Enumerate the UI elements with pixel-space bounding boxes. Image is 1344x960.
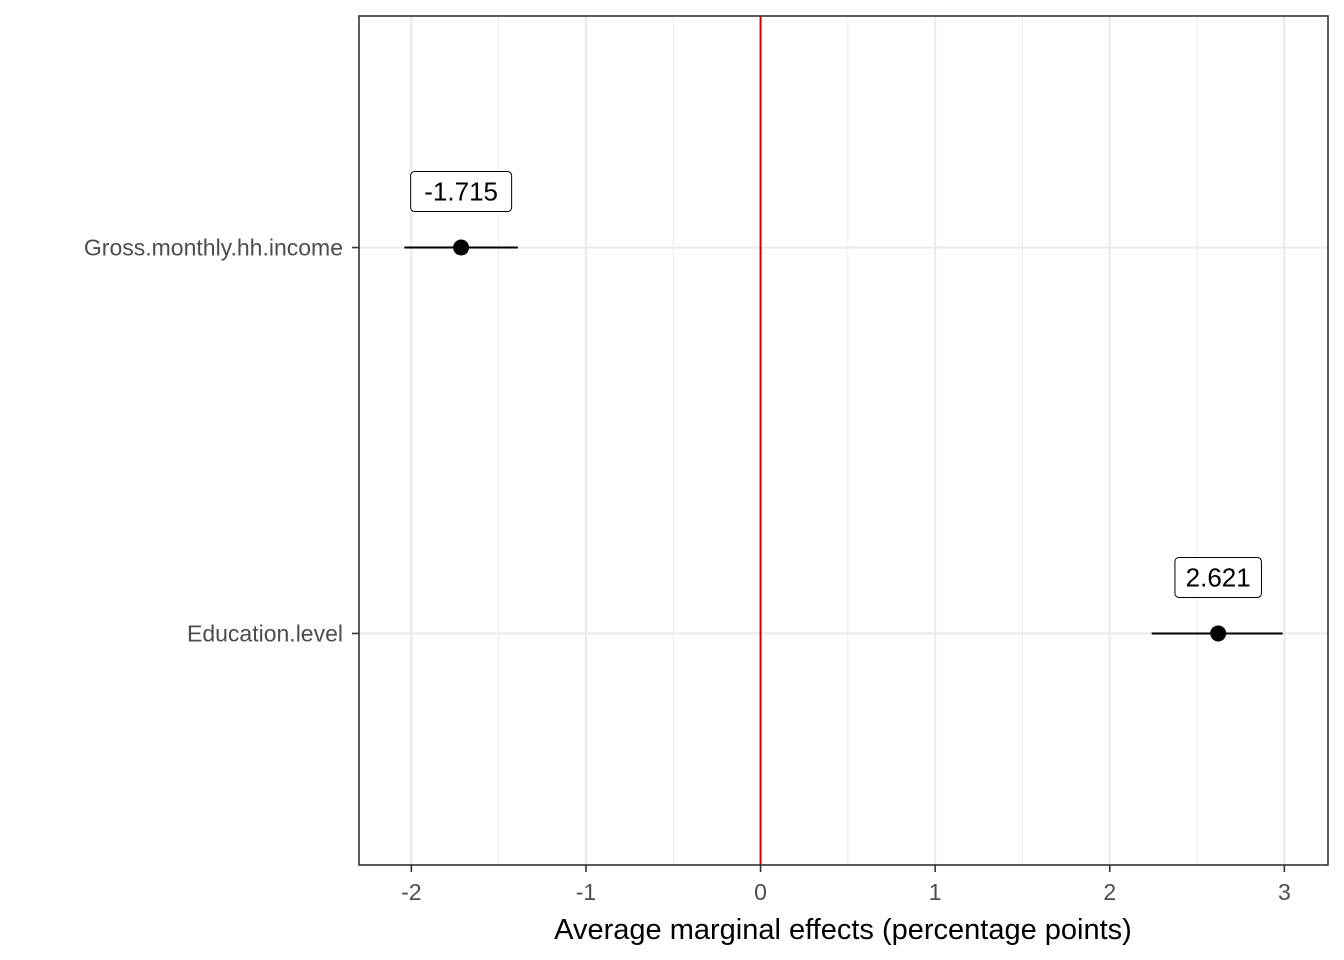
panel-border xyxy=(358,15,1329,866)
x-tick-label: -2 xyxy=(401,879,421,905)
estimate-point xyxy=(453,239,470,256)
x-tick-label: 2 xyxy=(1103,879,1116,905)
estimate-point xyxy=(1210,625,1227,642)
data-label-box xyxy=(410,171,513,213)
axes: -2 -1 0 1 2 3 Gross.monthly.hh.income Education… xyxy=(84,235,1291,905)
x-axis-title: Average marginal effects (percentage poi… xyxy=(554,914,1132,946)
grid-lines xyxy=(359,16,1328,865)
data-marks: -1.715 2.621 xyxy=(404,171,1283,642)
x-tick-label: 0 xyxy=(754,879,767,905)
data-label: -1.715 xyxy=(424,177,498,207)
data-label-box xyxy=(1174,556,1262,598)
data-label: 2.621 xyxy=(1186,562,1251,592)
y-tick-label: Education.level xyxy=(187,620,343,646)
x-tick-label: 1 xyxy=(929,879,942,905)
x-tick-label: 3 xyxy=(1278,879,1291,905)
x-tick-label: -1 xyxy=(576,879,596,905)
y-tick-label: Gross.monthly.hh.income xyxy=(84,235,343,261)
